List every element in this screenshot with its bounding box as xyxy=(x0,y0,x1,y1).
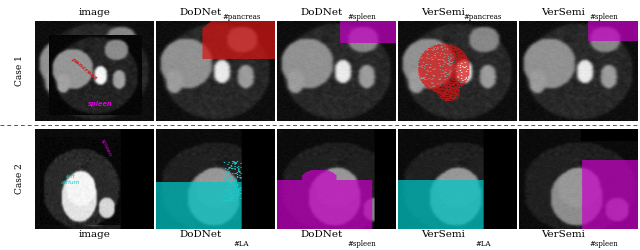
Text: DoDNet: DoDNet xyxy=(180,230,222,239)
Text: DoDNet: DoDNet xyxy=(301,230,343,239)
Text: VerSemi: VerSemi xyxy=(541,8,586,17)
Text: VerSemi: VerSemi xyxy=(420,230,465,239)
Text: #LA: #LA xyxy=(475,240,491,248)
Text: Case 1: Case 1 xyxy=(15,56,24,86)
Text: #pancreas: #pancreas xyxy=(222,14,260,22)
Text: #LA: #LA xyxy=(234,240,249,248)
Text: #pancreas: #pancreas xyxy=(463,14,502,22)
Text: #spleen: #spleen xyxy=(589,240,618,248)
Text: #spleen: #spleen xyxy=(348,240,376,248)
Text: VerSemi: VerSemi xyxy=(420,8,465,17)
Text: VerSemi: VerSemi xyxy=(541,230,586,239)
Text: #spleen: #spleen xyxy=(348,14,376,22)
Text: image: image xyxy=(78,230,110,239)
Text: image: image xyxy=(78,8,110,17)
Text: DoDNet: DoDNet xyxy=(180,8,222,17)
Text: #spleen: #spleen xyxy=(589,14,618,22)
Text: Case 2: Case 2 xyxy=(15,164,24,194)
Text: DoDNet: DoDNet xyxy=(301,8,343,17)
